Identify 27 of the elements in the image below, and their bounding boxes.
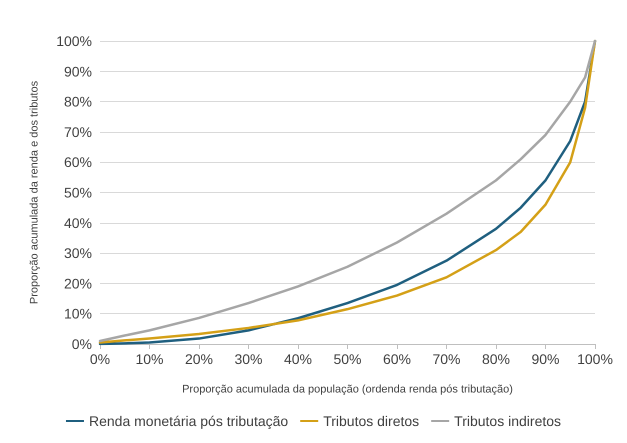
y-tick-label: 0% [72, 336, 92, 352]
x-tick-label: 10% [135, 351, 164, 367]
y-tick-label: 80% [64, 94, 92, 110]
y-axis-title: Proporção acumulada da renda e dos tributos [28, 80, 40, 304]
x-tick-label: 80% [482, 351, 510, 367]
x-tick-label: 60% [382, 351, 412, 367]
y-tick-label: 60% [64, 154, 92, 170]
y-tick-label: 20% [64, 275, 92, 292]
x-tick-label: 90% [531, 351, 560, 367]
x-tick-label: 0% [90, 351, 110, 367]
x-axis-title: Proporção acumulada da população (ordenda renda pós tributação) [182, 384, 513, 396]
y-tick-label: 70% [64, 124, 92, 140]
y-tick-label: 100% [56, 33, 92, 49]
y-tick-label: 10% [64, 306, 92, 322]
x-tick-label: 70% [432, 351, 461, 367]
x-tick-label: 20% [184, 351, 214, 367]
x-tick-label: 30% [234, 351, 263, 367]
x-tick-label: 40% [284, 351, 312, 367]
y-tick-label: 90% [64, 63, 92, 80]
x-tick-label: 50% [333, 351, 362, 367]
x-tick-label: 100% [577, 351, 613, 367]
legend-label: Renda monetária pós tributação [88, 413, 288, 429]
legend-label: Tributos diretos [323, 413, 420, 429]
legend-label: Tributos indiretos [454, 413, 562, 429]
y-tick-label: 40% [64, 214, 92, 231]
y-tick-label: 30% [64, 245, 92, 262]
y-tick-label: 50% [64, 184, 92, 200]
